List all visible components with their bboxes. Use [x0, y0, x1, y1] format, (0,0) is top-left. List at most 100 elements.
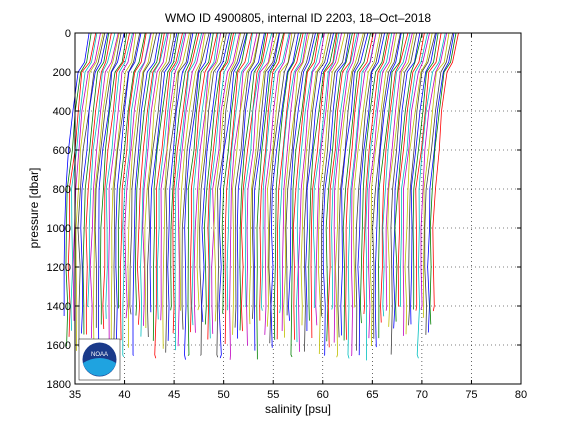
x-axis-ticks: 35 40 45 50 55 60 65 70 75 80 [69, 33, 527, 401]
x-tick-label: 80 [515, 389, 527, 401]
profile-line [378, 32, 405, 339]
grid-lines [75, 33, 521, 384]
profile-line [110, 32, 137, 345]
y-axis-ticks: 0 200 400 600 800 1000 1200 1400 1600 1800 [47, 28, 521, 391]
profile-line [374, 32, 402, 348]
profile-line [154, 32, 183, 359]
y-tick-label: 1800 [47, 379, 71, 391]
profile-line [144, 32, 172, 329]
profile-line [100, 32, 128, 325]
profile-line [193, 32, 222, 333]
profile-line [142, 32, 169, 326]
profile-line [170, 32, 198, 311]
profile-line [199, 32, 227, 356]
profile-line [184, 32, 212, 360]
profile-lines [63, 32, 459, 361]
profile-line [127, 32, 154, 348]
x-tick-label: 70 [416, 389, 428, 401]
profile-line [213, 32, 242, 322]
x-tick-label: 45 [168, 389, 180, 401]
profile-line [382, 32, 411, 317]
profile-line [359, 32, 388, 324]
x-tick-label: 40 [118, 389, 130, 401]
profile-line [149, 32, 178, 313]
profile-line [392, 32, 421, 329]
profile-line [134, 32, 163, 316]
profile-line [315, 32, 342, 326]
profile-line [305, 32, 334, 331]
profile-line [65, 32, 92, 347]
profile-line [288, 32, 316, 321]
profile-line [351, 32, 377, 357]
profile-line [281, 32, 308, 331]
profile-line [310, 32, 338, 338]
profile-line [372, 32, 401, 339]
profile-line [322, 32, 351, 356]
profile-line [167, 32, 194, 341]
profile-line [292, 32, 320, 340]
y-tick-label: 400 [53, 106, 71, 118]
x-tick-label: 65 [366, 389, 378, 401]
profile-line [429, 32, 457, 325]
profile-line [337, 32, 366, 338]
profile-line [410, 32, 437, 325]
profile-line [102, 32, 130, 330]
profile-line [105, 32, 133, 319]
profile-line [239, 32, 267, 331]
profile-line [129, 32, 157, 315]
profile-line [285, 32, 314, 316]
profile-line [365, 32, 393, 361]
profile-line [273, 32, 302, 340]
profile-line [335, 32, 364, 358]
profile-line [216, 32, 246, 358]
profile-line [115, 32, 142, 353]
profile-line [367, 32, 395, 339]
profile-line [380, 32, 409, 323]
profile-line [208, 32, 237, 339]
profile-line [357, 32, 386, 356]
profile-line [432, 32, 459, 312]
y-tick-label: 200 [53, 67, 71, 79]
profile-line [312, 32, 340, 308]
profile-line [404, 32, 433, 335]
y-tick-label: 1600 [47, 340, 71, 352]
profile-line [412, 32, 439, 310]
profile-line [63, 32, 90, 316]
noaa-logo: NOAA [78, 338, 121, 381]
profile-line [400, 32, 428, 308]
profile-line [82, 32, 110, 335]
profile-line [191, 32, 219, 326]
profile-line [67, 32, 97, 337]
profile-line [369, 32, 397, 346]
profile-line [162, 32, 190, 349]
profile-line [244, 32, 273, 307]
profile-line [279, 32, 306, 314]
profile-line [345, 32, 374, 340]
profile-line [201, 32, 230, 323]
profile-line [342, 32, 371, 341]
profile-line [246, 32, 274, 346]
profile-line [256, 32, 285, 360]
profile-line [300, 32, 329, 326]
profile-line [189, 32, 218, 333]
profile-line [226, 32, 253, 311]
chart-title: WMO ID 4900805, internal ID 2203, 18–Oct… [165, 11, 431, 25]
profile-line [260, 32, 290, 311]
profile-line [124, 32, 152, 319]
profile-line [92, 32, 120, 340]
profile-line [416, 32, 446, 359]
profile-line [264, 32, 291, 335]
profile-line [80, 32, 108, 334]
profile-line [266, 32, 293, 327]
profile-line [303, 32, 332, 352]
y-tick-label: 600 [53, 145, 71, 157]
profile-line [140, 32, 168, 337]
profile-line [296, 32, 324, 343]
profile-line [177, 32, 204, 347]
profile-line [122, 32, 151, 358]
profile-line [196, 32, 225, 311]
profile-line [290, 32, 319, 358]
x-tick-label: 35 [69, 389, 81, 401]
profile-line [147, 32, 176, 338]
